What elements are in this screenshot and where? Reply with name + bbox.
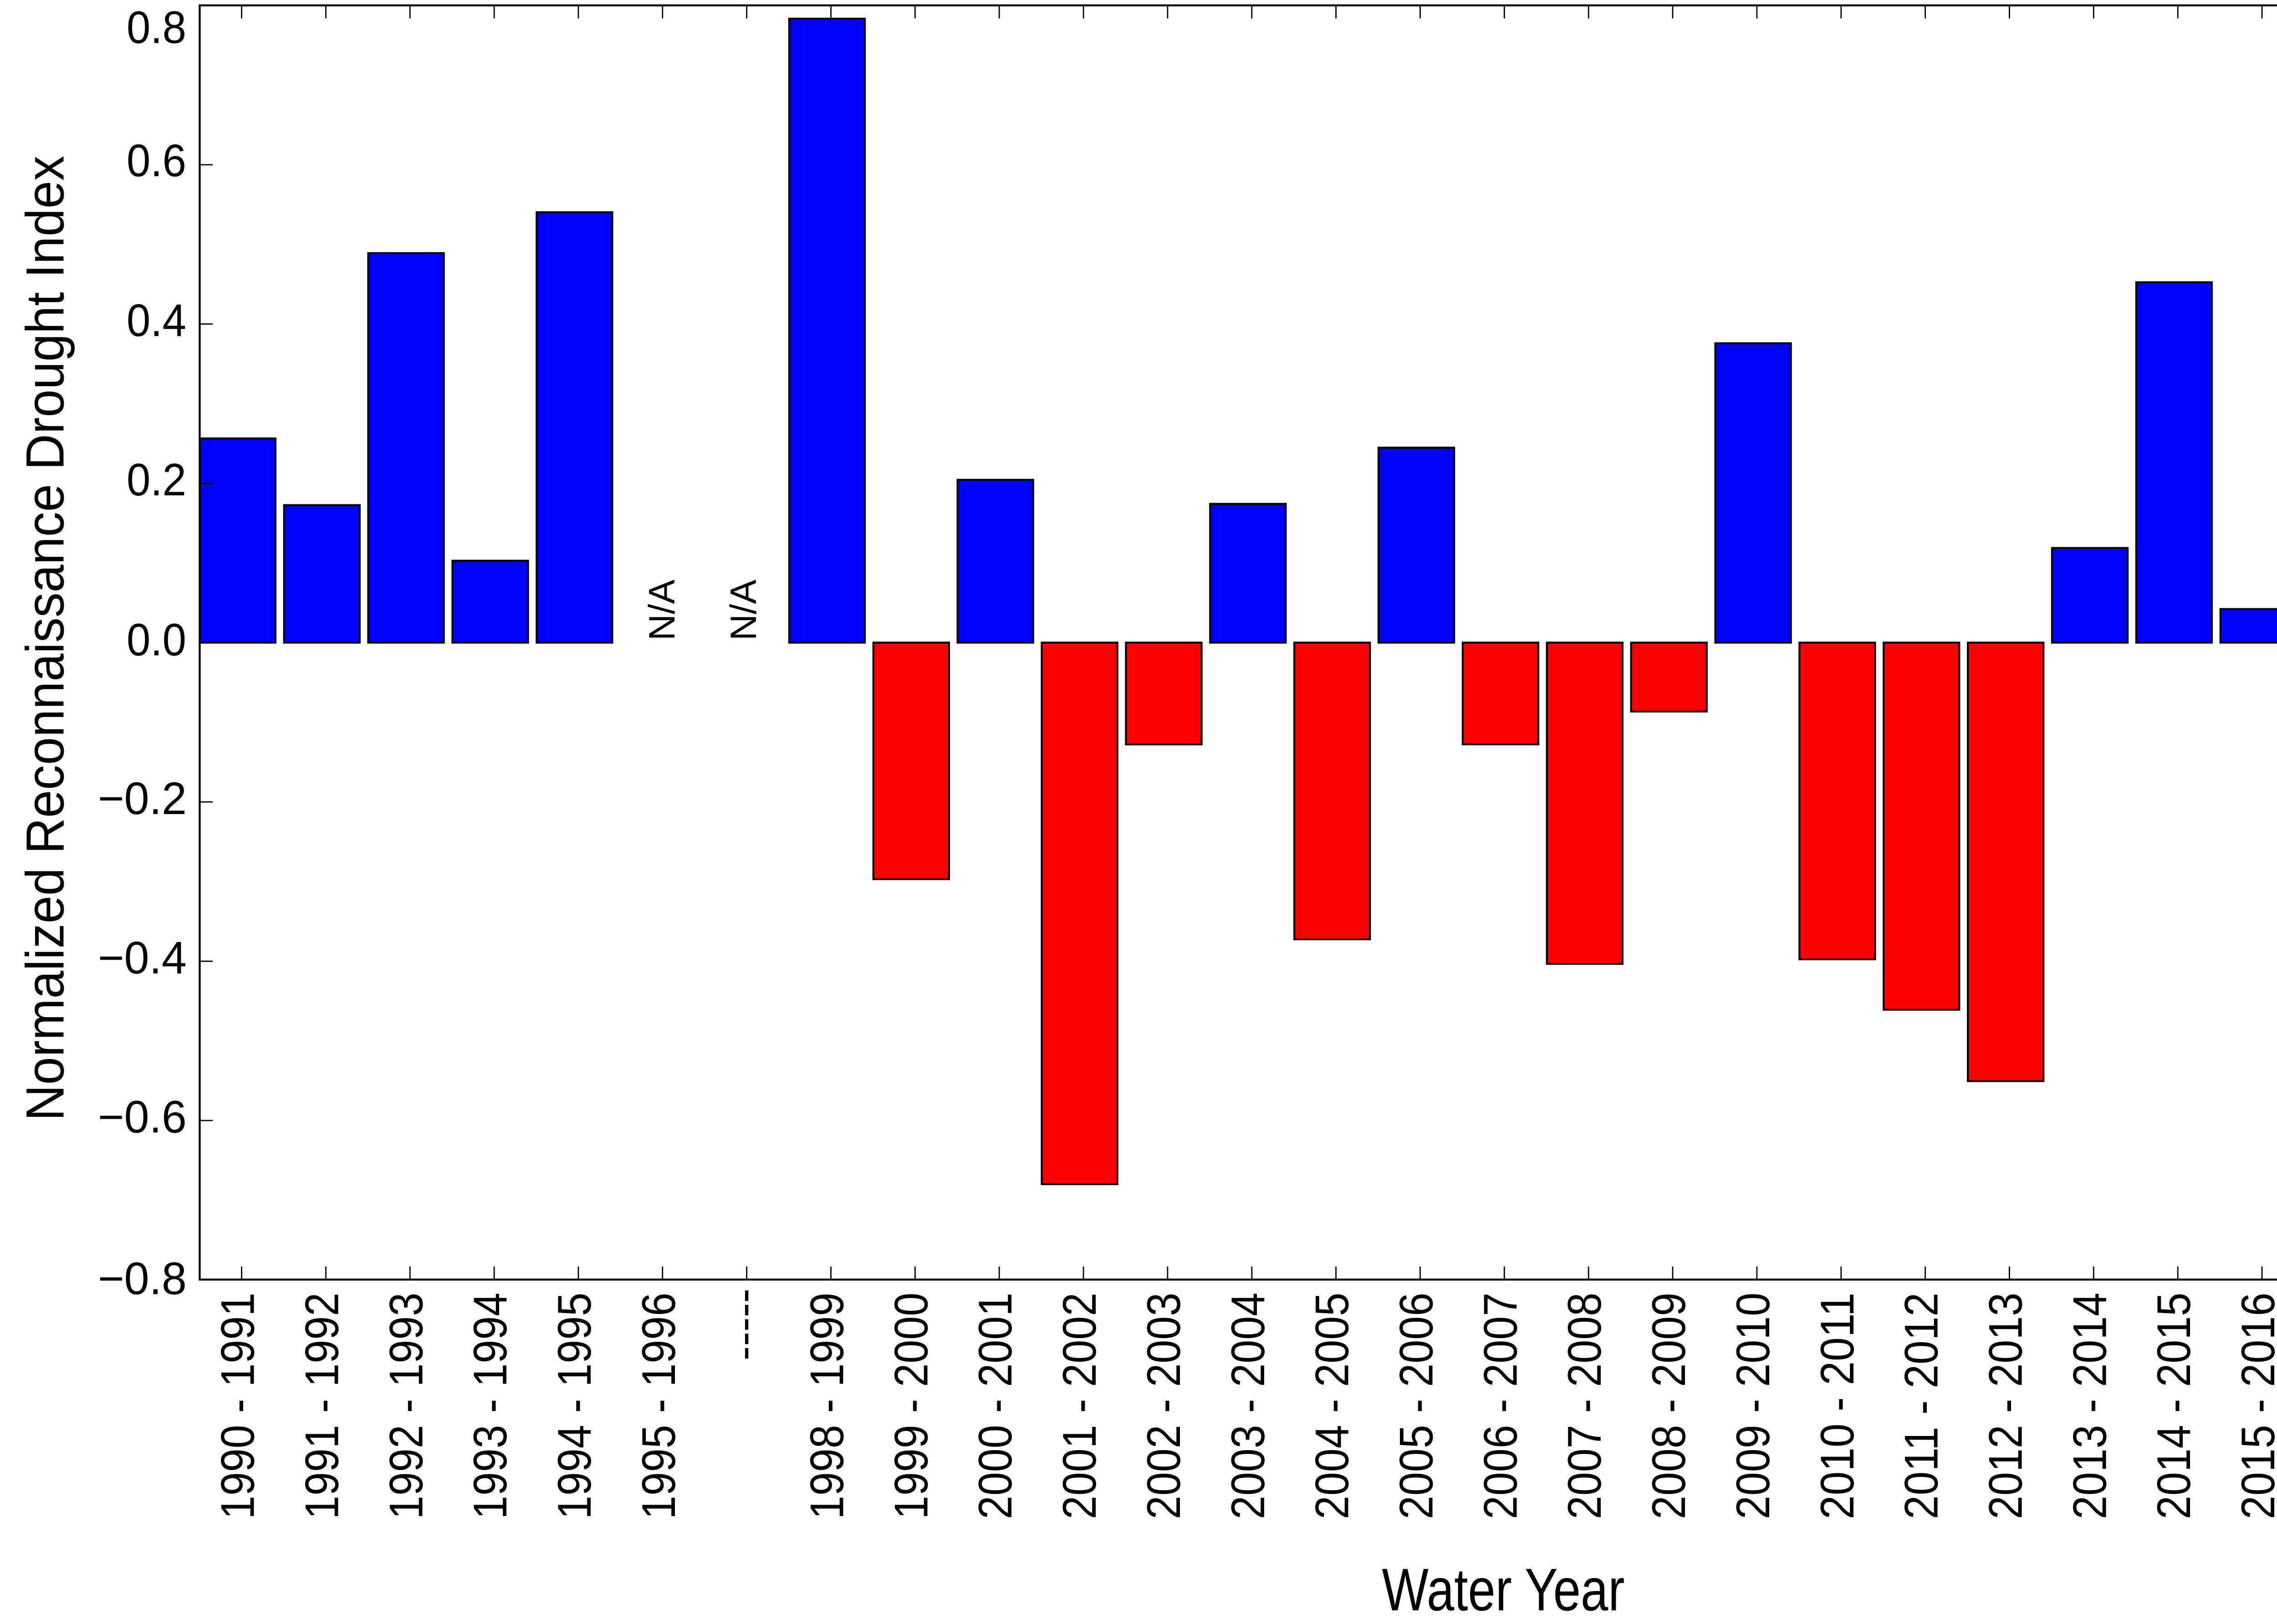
svg-text:2001 - 2002: 2001 - 2002 (1053, 1293, 1106, 1519)
svg-text:2009 - 2010: 2009 - 2010 (1727, 1293, 1780, 1519)
svg-text:1995 - 1996: 1995 - 1996 (633, 1293, 685, 1519)
svg-text:2013 - 2014: 2013 - 2014 (2063, 1293, 2116, 1519)
svg-text:1990 - 1991: 1990 - 1991 (212, 1293, 265, 1519)
svg-text:1993 - 1994: 1993 - 1994 (464, 1293, 517, 1519)
svg-text:1999 - 2000: 1999 - 2000 (885, 1293, 938, 1519)
svg-text:N/A: N/A (642, 580, 683, 641)
svg-text:Normalized Reconnaissance Drou: Normalized Reconnaissance Drought Index (15, 156, 75, 1121)
svg-text:0.6: 0.6 (127, 135, 186, 186)
svg-text:0.0: 0.0 (127, 614, 186, 665)
svg-text:Water Year: Water Year (1382, 1556, 1625, 1623)
svg-text:1994 - 1995: 1994 - 1995 (548, 1293, 601, 1519)
svg-text:2007 - 2008: 2007 - 2008 (1558, 1293, 1611, 1519)
svg-text:2004 - 2005: 2004 - 2005 (1306, 1293, 1359, 1519)
svg-text:2011 - 2012: 2011 - 2012 (1895, 1293, 1948, 1519)
svg-text:2002 - 2003: 2002 - 2003 (1138, 1293, 1190, 1519)
svg-text:2003 - 2004: 2003 - 2004 (1222, 1293, 1275, 1519)
svg-text:2006 - 2007: 2006 - 2007 (1474, 1293, 1527, 1519)
svg-text:1991 - 1992: 1991 - 1992 (296, 1293, 349, 1519)
svg-text:0.2: 0.2 (127, 454, 186, 505)
svg-text:−0.4: −0.4 (98, 932, 187, 983)
svg-text:2008 - 2009: 2008 - 2009 (1643, 1293, 1695, 1519)
svg-text:1998 - 1999: 1998 - 1999 (801, 1293, 854, 1519)
svg-text:2015 - 2016: 2015 - 2016 (2232, 1293, 2277, 1519)
svg-text:−0.2: −0.2 (98, 773, 187, 824)
svg-text:−0.8: −0.8 (98, 1253, 187, 1304)
svg-text:2010 - 2011: 2010 - 2011 (1811, 1293, 1864, 1519)
svg-text:1992 - 1993: 1992 - 1993 (380, 1293, 433, 1519)
svg-text:0.8: 0.8 (127, 2, 186, 53)
svg-text:2012 - 2013: 2012 - 2013 (1979, 1293, 2032, 1519)
svg-text:2014 - 2015: 2014 - 2015 (2148, 1293, 2200, 1519)
svg-text:N/A: N/A (723, 580, 764, 641)
svg-text:−0.6: −0.6 (98, 1092, 187, 1143)
svg-text:2005 - 2006: 2005 - 2006 (1390, 1293, 1443, 1519)
svg-text:0.4: 0.4 (127, 295, 186, 346)
svg-text:2000 - 2001: 2000 - 2001 (969, 1293, 1022, 1519)
